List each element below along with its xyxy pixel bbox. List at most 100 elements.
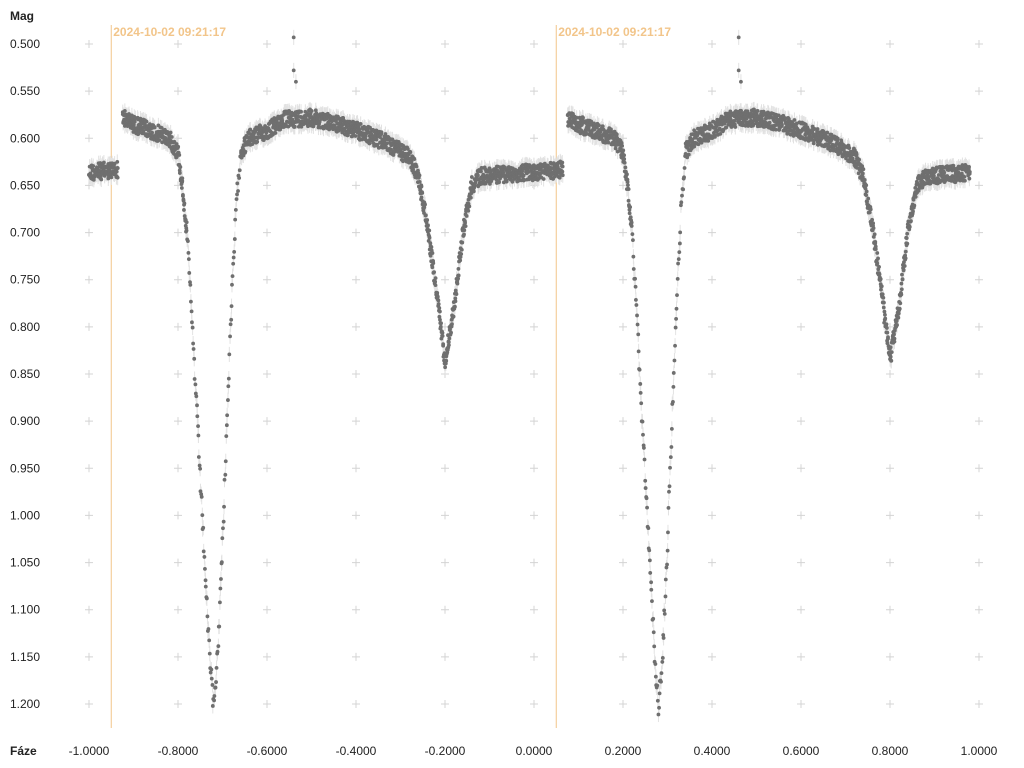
grid-plus bbox=[530, 322, 538, 331]
grid-plus bbox=[619, 700, 627, 708]
grid-plus bbox=[263, 87, 271, 96]
data-point bbox=[453, 288, 458, 293]
data-point bbox=[226, 384, 231, 389]
data-point bbox=[531, 163, 536, 168]
data-point bbox=[210, 683, 215, 687]
grid-plus bbox=[975, 652, 983, 661]
grid-plus bbox=[85, 605, 93, 614]
data-point bbox=[218, 586, 223, 591]
grid-plus bbox=[263, 558, 271, 567]
grid-plus bbox=[619, 40, 627, 48]
data-point bbox=[182, 208, 186, 212]
data-point bbox=[115, 166, 120, 171]
grid-plus bbox=[797, 652, 805, 661]
data-point bbox=[453, 299, 458, 304]
grid-plus bbox=[352, 275, 360, 284]
data-point bbox=[237, 176, 242, 180]
grid-plus bbox=[263, 417, 271, 426]
grid-plus bbox=[352, 464, 360, 473]
grid-plus bbox=[886, 40, 894, 48]
data-point bbox=[367, 141, 372, 146]
data-point bbox=[206, 627, 211, 631]
data-point bbox=[189, 299, 193, 304]
data-point bbox=[169, 135, 174, 139]
grid-plus bbox=[975, 605, 983, 614]
grid-plus bbox=[530, 40, 538, 48]
data-point bbox=[205, 614, 210, 619]
data-point bbox=[438, 324, 443, 329]
data-point bbox=[237, 168, 242, 173]
data-point bbox=[193, 382, 198, 387]
data-point bbox=[99, 177, 104, 182]
data-point bbox=[456, 276, 461, 281]
grid-plus bbox=[797, 511, 805, 520]
grid-plus bbox=[975, 40, 983, 48]
data-point bbox=[223, 472, 228, 477]
data-point bbox=[560, 173, 565, 178]
grid-plus bbox=[619, 87, 627, 96]
data-point bbox=[122, 109, 127, 113]
data-point bbox=[453, 304, 457, 309]
data-point bbox=[115, 175, 120, 180]
data-point bbox=[428, 253, 433, 258]
data-point bbox=[220, 536, 225, 541]
data-point bbox=[243, 149, 248, 154]
grid-plus bbox=[797, 40, 805, 48]
data-point bbox=[231, 261, 236, 266]
data-point bbox=[557, 175, 562, 180]
data-point bbox=[280, 118, 285, 123]
grid-plus bbox=[797, 700, 805, 708]
grid-plus bbox=[530, 275, 538, 284]
grid-plus bbox=[975, 322, 983, 331]
data-point bbox=[436, 298, 441, 303]
data-point bbox=[458, 258, 463, 263]
grid-plus bbox=[708, 275, 716, 284]
data-point bbox=[473, 180, 478, 185]
data-point bbox=[479, 169, 483, 174]
data-point bbox=[192, 377, 197, 381]
data-point bbox=[420, 191, 425, 195]
data-point bbox=[226, 398, 230, 402]
grid-plus bbox=[886, 700, 894, 708]
data-point bbox=[180, 176, 185, 181]
data-point bbox=[579, 128, 584, 133]
grid-plus bbox=[263, 700, 271, 708]
data-point bbox=[185, 239, 190, 243]
data-point bbox=[294, 79, 298, 84]
data-point bbox=[235, 192, 239, 197]
data-point bbox=[187, 271, 192, 275]
data-point bbox=[230, 274, 235, 279]
grid-plus bbox=[352, 700, 360, 708]
data-point bbox=[115, 159, 120, 164]
grid-plus bbox=[797, 181, 805, 190]
data-point bbox=[430, 265, 435, 270]
grid-plus bbox=[619, 370, 627, 378]
grid-plus bbox=[886, 228, 894, 237]
data-point bbox=[194, 394, 199, 399]
grid-plus bbox=[352, 511, 360, 520]
grid-plus bbox=[797, 464, 805, 473]
grid-plus bbox=[174, 275, 182, 284]
grid-plus bbox=[975, 275, 983, 284]
data-point bbox=[229, 304, 234, 309]
data-point bbox=[186, 257, 191, 262]
grid-plus bbox=[174, 511, 182, 520]
data-point bbox=[458, 255, 463, 259]
data-point bbox=[188, 282, 193, 287]
grid-plus bbox=[85, 511, 93, 520]
data-point bbox=[384, 141, 389, 146]
grid-plus bbox=[708, 464, 716, 473]
data-point bbox=[311, 124, 316, 129]
data-point bbox=[184, 220, 189, 225]
grid-plus bbox=[263, 322, 271, 331]
data-point bbox=[213, 685, 218, 690]
data-point bbox=[426, 223, 430, 228]
grid-plus bbox=[975, 87, 983, 96]
data-point bbox=[203, 584, 208, 589]
data-point bbox=[192, 356, 197, 361]
grid-plus bbox=[530, 558, 538, 567]
data-point bbox=[441, 342, 446, 346]
data-point bbox=[214, 665, 219, 670]
grid-plus bbox=[975, 181, 983, 190]
data-point bbox=[225, 413, 230, 418]
